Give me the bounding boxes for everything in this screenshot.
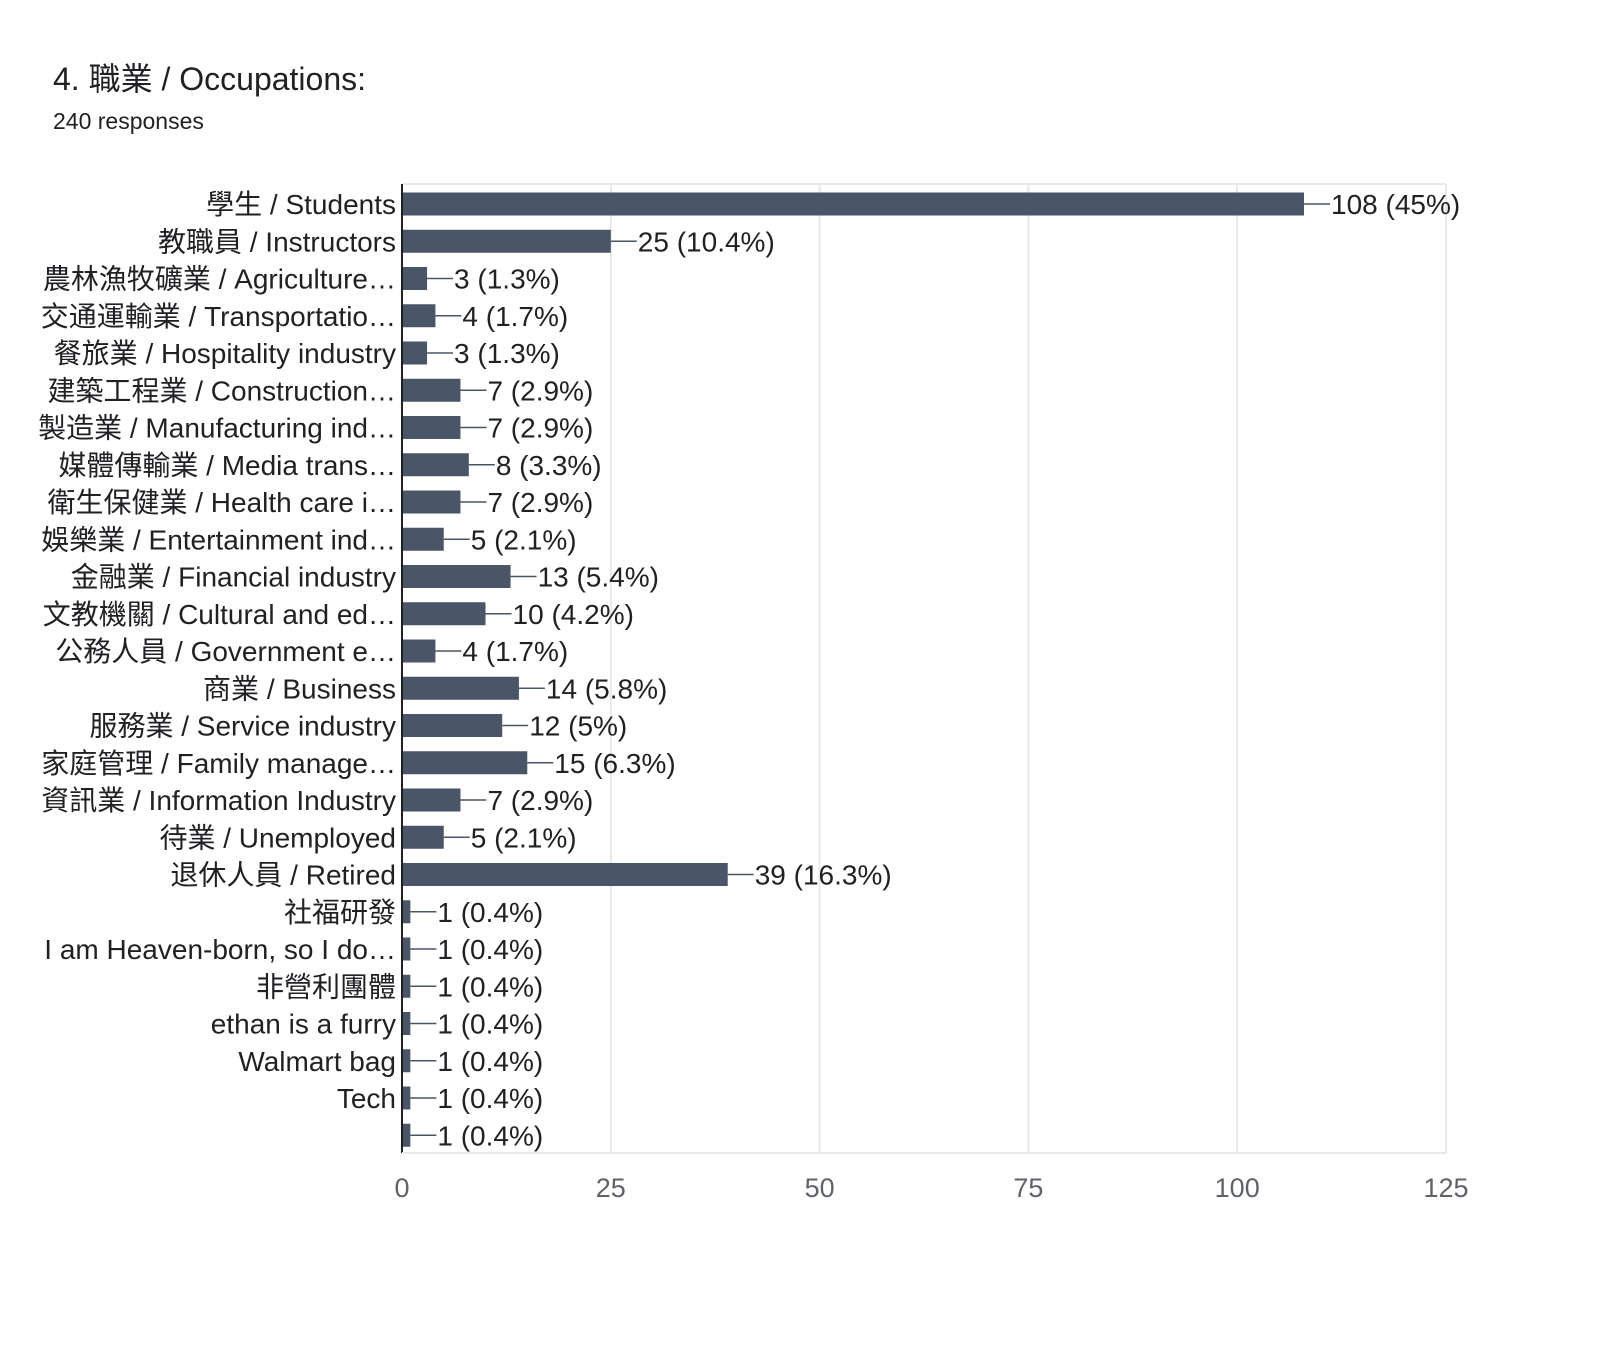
data-label: 15 (6.3%): [554, 748, 675, 779]
bar: [402, 714, 503, 737]
response-count: 240 responses: [53, 108, 204, 134]
category-label: 公務人員 / Government e…: [55, 636, 396, 667]
category-label: 餐旅業 / Hospitality industry: [54, 338, 396, 369]
data-label: 10 (4.2%): [513, 599, 634, 630]
x-tick-label: 75: [1013, 1173, 1043, 1203]
category-label: 教職員 / Instructors: [158, 226, 396, 257]
data-label: 5 (2.1%): [471, 524, 577, 555]
category-label: 待業 / Unemployed: [159, 822, 396, 853]
bar: [402, 490, 461, 514]
data-label: 12 (5%): [529, 711, 627, 742]
bar: [402, 974, 411, 998]
bar: [402, 304, 436, 328]
category-label: 交通運輸業 / Transportatio…: [41, 301, 396, 332]
bar: [402, 900, 411, 924]
category-label: ethan is a furry: [211, 1009, 396, 1040]
category-label: 服務業 / Service industry: [89, 711, 396, 742]
bar: [402, 639, 436, 663]
bar: [402, 1123, 411, 1147]
bar: [402, 229, 611, 253]
bar: [402, 1012, 411, 1035]
bar: [402, 863, 728, 886]
bar: [402, 267, 428, 290]
category-label: 非營利團體: [256, 971, 396, 1002]
bar: [402, 751, 528, 775]
x-tick-label: 0: [394, 1173, 409, 1203]
category-label: 農林漁牧礦業 / Agriculture…: [43, 264, 396, 295]
data-label: 1 (0.4%): [437, 1046, 543, 1077]
category-label: I am Heaven-born, so I do…: [44, 934, 396, 965]
data-label: 1 (0.4%): [437, 1120, 543, 1151]
data-label: 14 (5.8%): [546, 673, 667, 704]
data-label: 108 (45%): [1331, 189, 1460, 220]
category-label: 建築工程業 / Construction…: [47, 375, 396, 406]
bar: [402, 825, 444, 849]
data-label: 7 (2.9%): [487, 785, 593, 816]
bar: [402, 341, 428, 365]
category-label: 退休人員 / Retired: [170, 860, 396, 891]
x-tick-label: 25: [596, 1173, 626, 1203]
category-label: 資訊業 / Information Industry: [41, 785, 396, 816]
bar: [402, 1049, 411, 1073]
category-label: 金融業 / Financial industry: [71, 562, 396, 593]
category-label: 社福研發: [284, 897, 396, 928]
data-label: 1 (0.4%): [437, 971, 543, 1002]
category-label: 商業 / Business: [203, 673, 396, 704]
category-label: Tech: [337, 1083, 396, 1114]
data-label: 13 (5.4%): [538, 562, 659, 593]
data-label: 39 (16.3%): [755, 860, 892, 891]
data-label: 7 (2.9%): [487, 413, 593, 444]
bar: [402, 416, 461, 439]
category-label: 媒體傳輸業 / Media trans…: [58, 450, 396, 481]
category-label: 家庭管理 / Family manage…: [41, 748, 396, 779]
data-label: 1 (0.4%): [437, 934, 543, 965]
data-label: 7 (2.9%): [487, 375, 593, 406]
bar: [402, 453, 469, 477]
bar: [402, 378, 461, 402]
category-label: 製造業 / Manufacturing ind…: [38, 413, 396, 444]
data-label: 4 (1.7%): [462, 636, 568, 667]
x-tick-label: 100: [1215, 1173, 1260, 1203]
category-label: 學生 / Students: [206, 189, 396, 220]
chart-title: 4. 職業 / Occupations:: [53, 61, 367, 97]
data-label: 4 (1.7%): [462, 301, 568, 332]
data-label: 1 (0.4%): [437, 1009, 543, 1040]
category-label: Walmart bag: [238, 1046, 396, 1077]
x-tick-label: 50: [805, 1173, 835, 1203]
data-label: 25 (10.4%): [638, 226, 775, 257]
bar: [402, 788, 461, 812]
data-label: 3 (1.3%): [454, 264, 560, 295]
data-label: 1 (0.4%): [437, 897, 543, 928]
category-label: 衛生保健業 / Health care i…: [47, 487, 396, 518]
bar: [402, 937, 411, 961]
category-label: 文教機關 / Cultural and ed…: [43, 599, 396, 630]
bar: [402, 676, 519, 700]
data-label: 1 (0.4%): [437, 1083, 543, 1114]
bar: [402, 602, 486, 626]
bar: [402, 192, 1305, 216]
bar: [402, 1086, 411, 1110]
data-label: 3 (1.3%): [454, 338, 560, 369]
data-label: 7 (2.9%): [487, 487, 593, 518]
x-tick-label: 125: [1423, 1173, 1468, 1203]
data-label: 8 (3.3%): [496, 450, 602, 481]
bar: [402, 527, 444, 551]
category-label: 娛樂業 / Entertainment ind…: [41, 524, 396, 555]
bar: [402, 565, 511, 588]
data-label: 5 (2.1%): [471, 822, 577, 853]
